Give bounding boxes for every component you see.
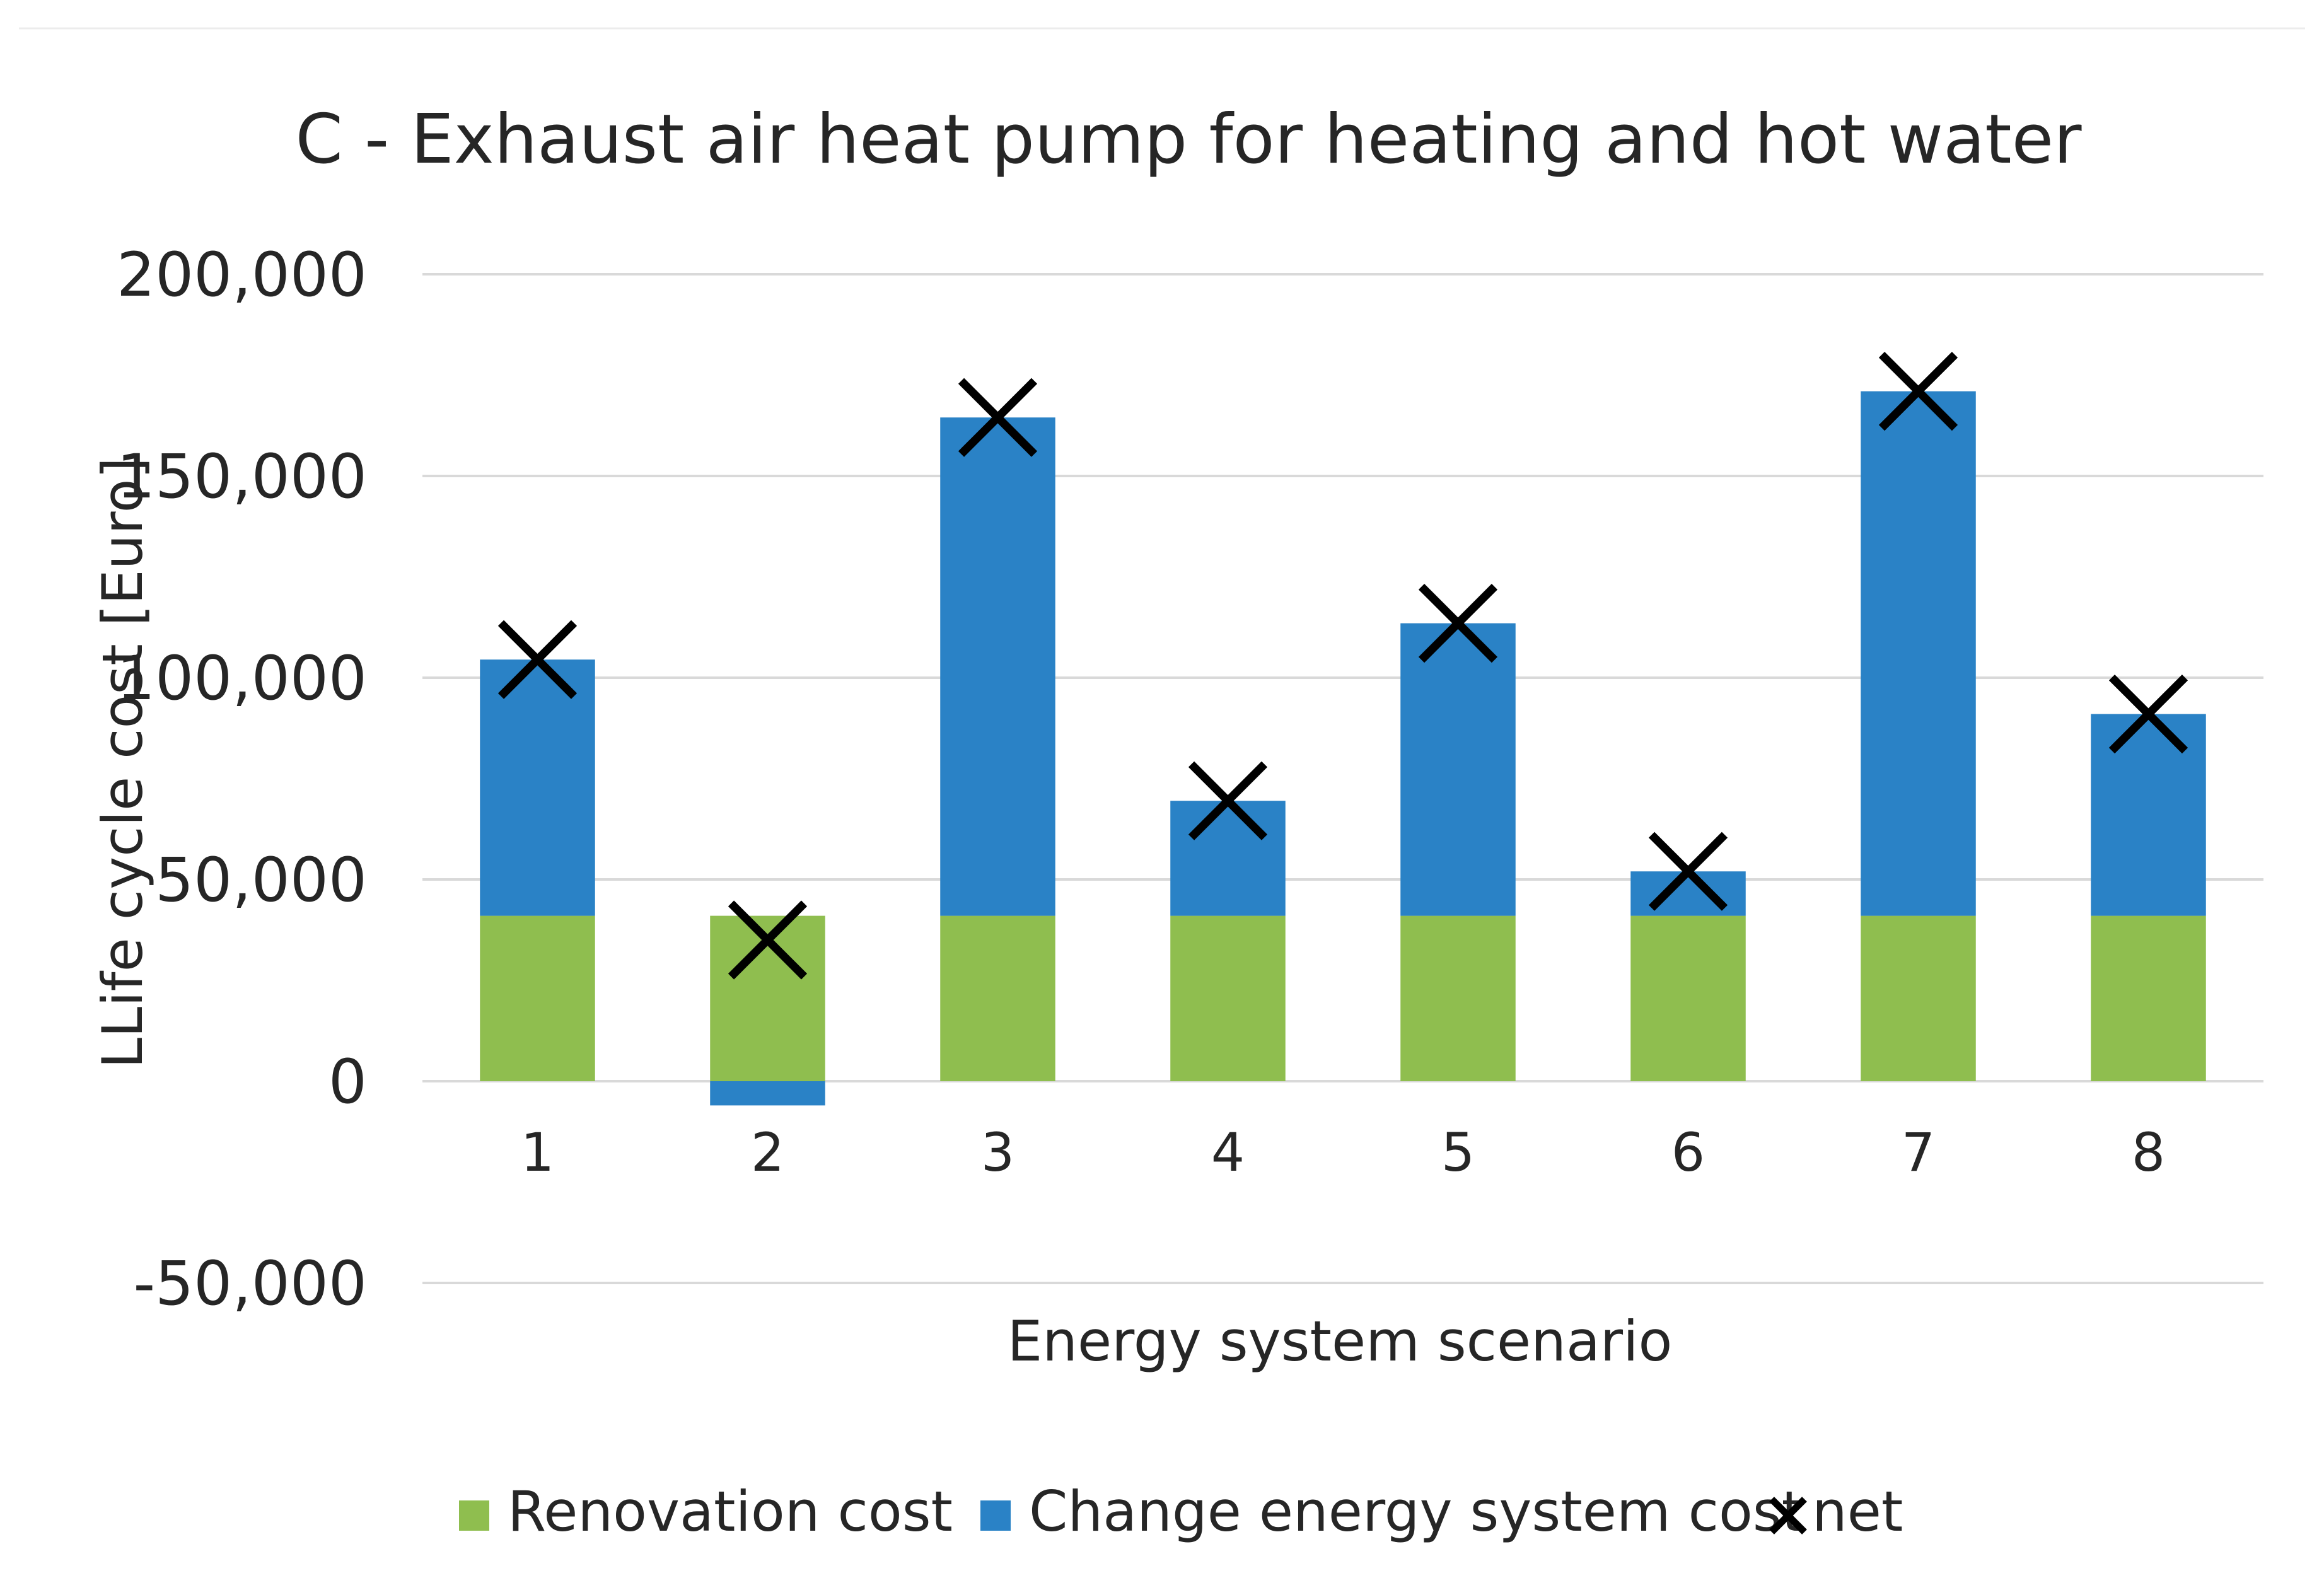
net-marker-2 (728, 900, 808, 980)
bar-change-energy-1 (480, 659, 595, 916)
legend: Renovation cost Change energy system cos… (459, 1479, 1903, 1544)
x-tick-label-2: 2 (751, 1122, 784, 1183)
net-marker-3 (958, 378, 1038, 457)
y-tick-label-3: 100,000 (117, 643, 367, 714)
bar-renovation-7 (1861, 915, 1976, 1081)
x-tick-label-3: 3 (981, 1122, 1014, 1183)
bar-change-energy-6 (1630, 871, 1746, 916)
net-marker-4 (1188, 761, 1268, 840)
bar-renovation-4 (1170, 915, 1286, 1081)
y-tick-label-5: 200,000 (117, 240, 367, 310)
net-marker-8 (2108, 675, 2188, 754)
y-tick-label-4: 150,000 (117, 441, 367, 512)
bar-change-energy-3 (940, 417, 1055, 916)
net-marker-6 (1648, 832, 1728, 911)
y-tick-labels: -50,000 0 50,000 100,000 150,000 200,000 (117, 240, 367, 1319)
y-tick-label-1: 0 (328, 1047, 367, 1117)
net-markers (497, 352, 2188, 980)
y-axis-label: LLife cycle cost [Euro] (90, 457, 155, 1069)
net-marker-1 (497, 620, 578, 699)
x-tick-labels: 1 2 3 4 5 6 7 8 (521, 1122, 2165, 1183)
bar-renovation-1 (480, 915, 595, 1081)
x-axis-label: Energy system scenario (1008, 1309, 1673, 1374)
net-marker-5 (1418, 584, 1498, 663)
legend-label-net: net (1812, 1479, 1903, 1544)
x-tick-label-6: 6 (1671, 1122, 1705, 1183)
net-marker-7 (1878, 352, 1958, 431)
y-tick-label-2: 50,000 (155, 845, 367, 915)
legend-swatch-change-energy (980, 1500, 1011, 1531)
legend-x-marker-icon (1769, 1497, 1807, 1534)
bar-change-energy-8 (2091, 714, 2206, 916)
x-tick-label-4: 4 (1211, 1122, 1245, 1183)
legend-label-renovation: Renovation cost (508, 1479, 953, 1544)
bar-renovation-6 (1630, 915, 1746, 1081)
x-tick-label-8: 8 (2132, 1122, 2165, 1183)
bar-change-energy-5 (1400, 623, 1516, 916)
legend-swatch-renovation (459, 1500, 489, 1531)
x-tick-label-5: 5 (1441, 1122, 1475, 1183)
grid-lines (422, 273, 2263, 1284)
bar-change-energy-2 (710, 1081, 825, 1106)
y-tick-label-0: -50,000 (133, 1248, 367, 1319)
legend-item-renovation: Renovation cost (459, 1479, 953, 1544)
legend-item-change-energy: Change energy system cost (980, 1479, 1803, 1544)
bar-renovation-3 (940, 915, 1055, 1081)
bar-renovation-8 (2091, 915, 2206, 1081)
legend-item-net: net (1769, 1479, 1903, 1544)
x-tick-label-1: 1 (521, 1122, 554, 1183)
bar-change-energy-7 (1861, 391, 1976, 916)
chart-title: C - Exhaust air heat pump for heating an… (296, 100, 2083, 179)
x-tick-label-7: 7 (1902, 1122, 1935, 1183)
bar-change-energy-4 (1170, 801, 1286, 916)
bars (480, 391, 2206, 1106)
bar-renovation-5 (1400, 915, 1516, 1081)
legend-label-change-energy: Change energy system cost (1029, 1479, 1803, 1544)
